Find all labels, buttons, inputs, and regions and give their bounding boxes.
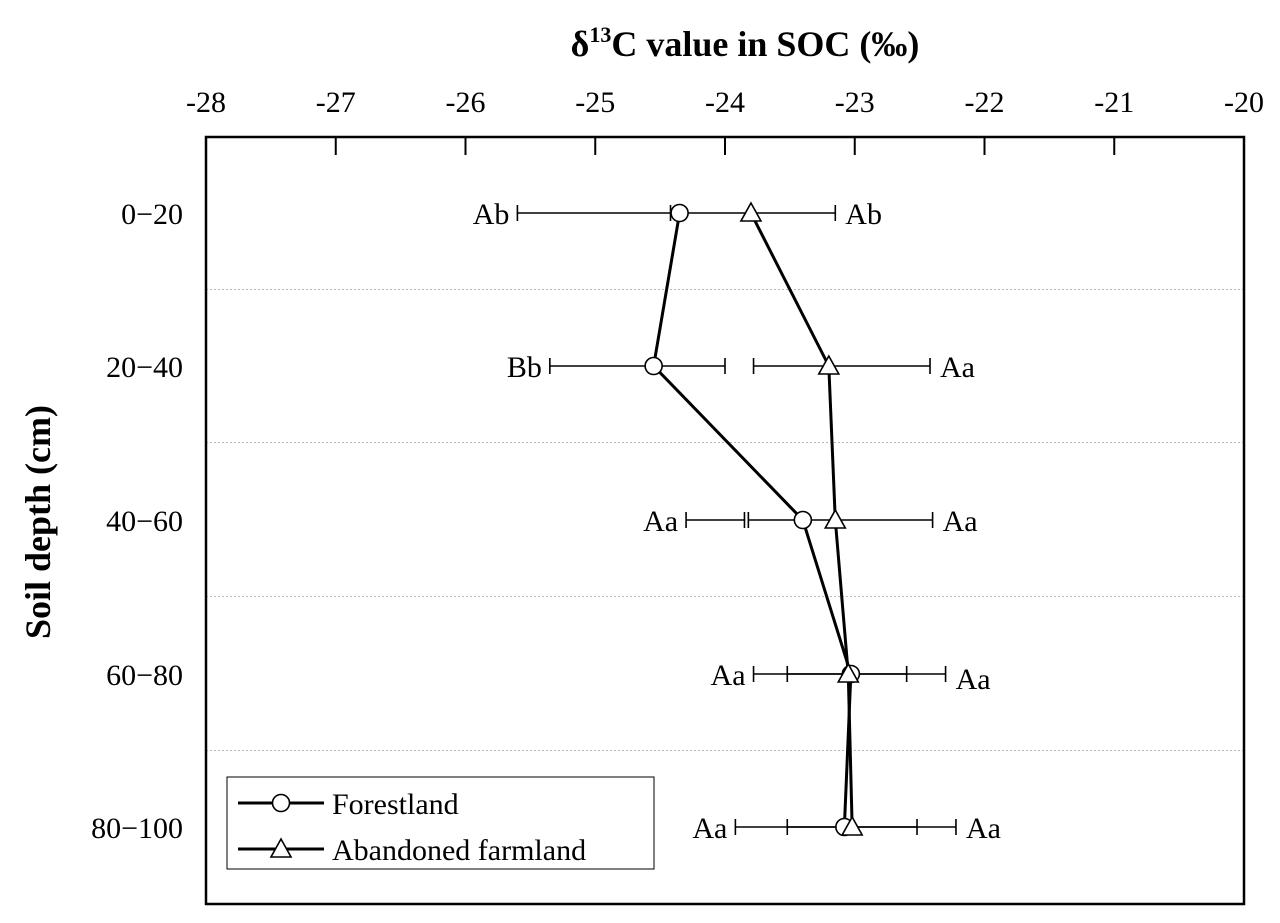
legend: Forestland Abandoned farmland [226, 776, 655, 870]
y-tick-label: 40−60 [106, 505, 183, 538]
abandoned-farmland-point [823, 508, 847, 529]
x-tick-label: -23 [835, 86, 875, 119]
x-tick-label: -28 [186, 86, 226, 119]
x-tick-label: -21 [1094, 86, 1134, 119]
x-axis-title-rest: C value in SOC (‰) [611, 24, 919, 64]
y-axis-title: Soil depth (cm) [18, 405, 58, 639]
legend-triangle-marker [269, 837, 293, 858]
x-tick-label: -27 [316, 86, 356, 119]
forestland-point [793, 510, 813, 530]
x-tick-label: -24 [705, 86, 745, 119]
legend-label: Abandoned farmland [332, 834, 586, 867]
x-tick-label: -25 [575, 86, 615, 119]
legend-label: Forestland [332, 788, 459, 821]
legend-circle-marker [271, 793, 291, 813]
forestland-significance-label: Aa [711, 659, 746, 692]
y-tick-label: 0−20 [121, 198, 183, 231]
abandoned-farmland-significance-label: Aa [966, 812, 1001, 845]
gridlines [206, 289, 1244, 751]
legend-box [226, 776, 655, 870]
y-tick-label: 80−100 [91, 812, 183, 845]
forestland-significance-label: Aa [643, 505, 678, 538]
legend-items: Forestland Abandoned farmland [238, 788, 586, 867]
y-tick-label: 60−80 [106, 659, 183, 692]
plot-frame [204, 135, 1246, 906]
x-tick-label: -22 [965, 86, 1005, 119]
x-tick-label: -20 [1224, 86, 1264, 119]
abandoned-farmland-point [739, 201, 763, 222]
x-ticks: -28 -27 -26 -25 -24 -23 -22 -21 -20 [186, 86, 1264, 155]
forestland-significance-label: Bb [507, 351, 542, 384]
abandoned-farmland-significance-label: Ab [845, 198, 882, 231]
x-axis-title-prefix: δ [571, 24, 590, 64]
abandoned-farmland-significance-label: Aa [956, 663, 991, 696]
forestland-point [670, 203, 689, 223]
abandoned-farmland-point [836, 662, 860, 683]
y-ticks: 0−20 20−40 40−60 60−80 80−100 [91, 198, 183, 845]
forestland-point [644, 356, 663, 376]
y-tick-label: 20−40 [106, 351, 183, 384]
forestland-significance-label: Aa [692, 812, 727, 845]
forestland-significance-label: Ab [473, 198, 510, 231]
x-tick-label: -26 [446, 86, 486, 119]
x-axis-title-superscript: 13 [589, 22, 611, 47]
abandoned-farmland-significance-label: Aa [940, 351, 975, 384]
x-axis-title: δ13C value in SOC (‰) [571, 22, 920, 64]
abandoned-farmland-point [840, 815, 864, 836]
series-layer: Ab Bb Aa Aa Aa Ab Aa Aa Aa Aa [473, 198, 1001, 845]
abandoned-farmland-significance-label: Aa [943, 505, 978, 538]
abandoned-farmland-point [817, 354, 841, 375]
